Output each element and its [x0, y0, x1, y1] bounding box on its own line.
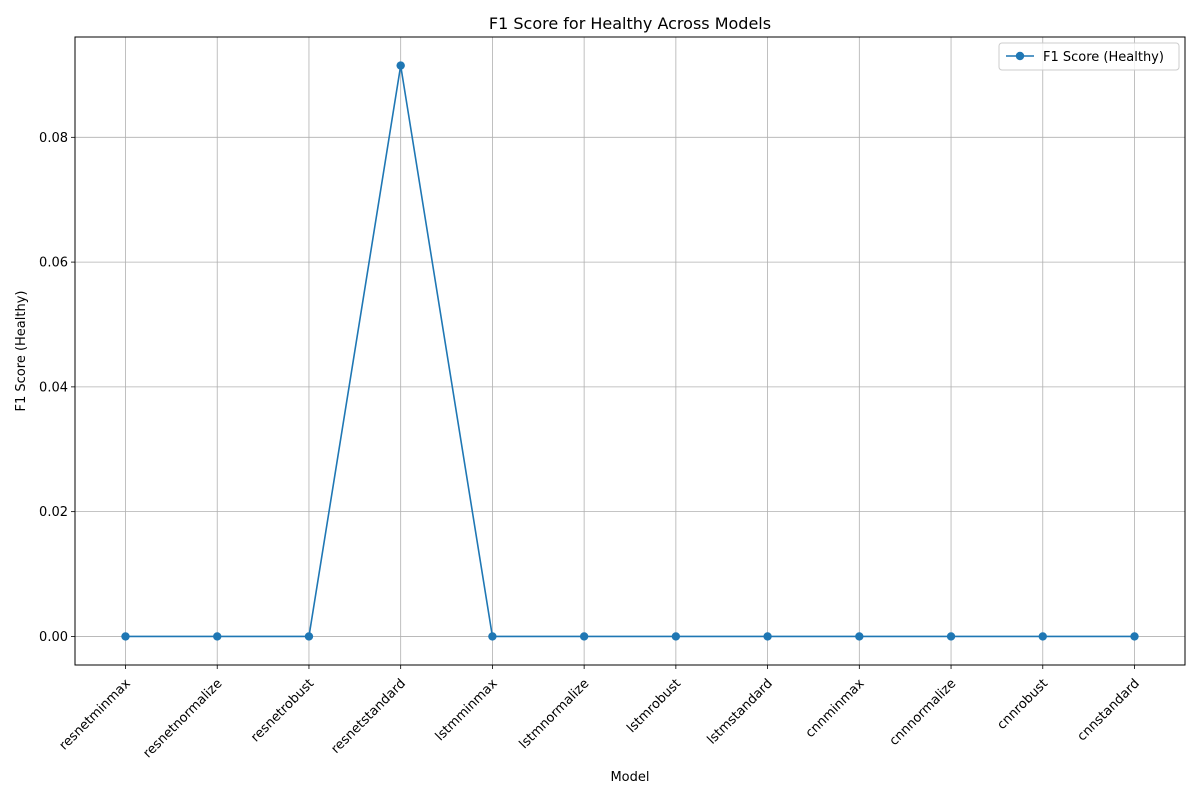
y-tick-label: 0.04 — [39, 380, 68, 395]
plot-area — [74, 36, 1186, 666]
data-point — [671, 632, 681, 641]
legend-label: F1 Score (Healthy) — [1043, 50, 1164, 65]
y-tick-label: 0.06 — [39, 256, 68, 271]
legend: F1 Score (Healthy) — [998, 42, 1180, 71]
y-axis-ticks: 0.00 0.02 0.04 0.06 0.08 — [39, 131, 75, 645]
legend-marker-swatch — [1015, 51, 1025, 61]
x-axis-title: Model — [610, 770, 649, 785]
chart-title: F1 Score for Healthy Across Models — [489, 14, 771, 33]
legend-box — [998, 42, 1180, 71]
data-point — [763, 632, 772, 641]
y-tick-label: 0.00 — [39, 630, 68, 645]
data-point — [304, 632, 314, 641]
data-point — [213, 632, 222, 641]
data-point — [855, 632, 864, 641]
data-point — [1130, 632, 1139, 641]
y-axis-title: F1 Score (Healthy) — [14, 291, 29, 412]
series-line — [125, 64, 1135, 638]
data-point — [1038, 632, 1047, 641]
data-point — [579, 632, 589, 641]
data-point — [121, 632, 130, 641]
y-tick-label: 0.08 — [39, 131, 68, 146]
series-layer — [121, 61, 1139, 641]
y-tick-label: 0.02 — [39, 505, 68, 520]
data-point — [946, 632, 956, 641]
data-point — [396, 61, 405, 70]
data-point — [488, 632, 497, 641]
